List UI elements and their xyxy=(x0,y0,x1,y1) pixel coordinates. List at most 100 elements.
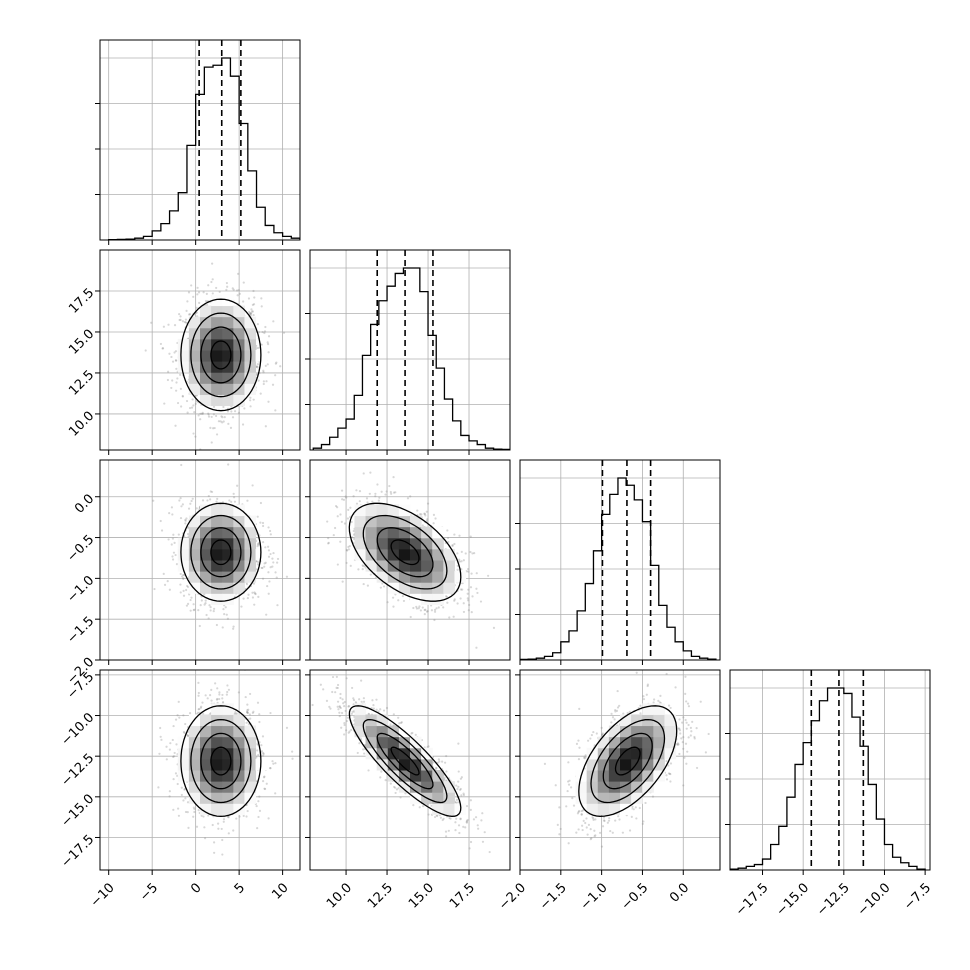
density-block xyxy=(188,571,201,583)
scatter-point xyxy=(184,318,188,321)
histogram-1 xyxy=(312,267,510,450)
density-block xyxy=(233,327,245,340)
scatter-point xyxy=(402,599,406,603)
scatter-point xyxy=(173,324,177,327)
scatter-point xyxy=(261,735,265,738)
scatter-point xyxy=(267,351,270,354)
scatter-point xyxy=(261,521,265,525)
scatter-point xyxy=(211,823,214,827)
scatter-point xyxy=(246,710,249,713)
scatter-point xyxy=(219,420,222,423)
scatter-point xyxy=(261,566,264,570)
contour-3 xyxy=(348,502,462,602)
scatter-point xyxy=(209,498,212,501)
scatter-point xyxy=(232,288,235,291)
density-block xyxy=(244,316,257,329)
density-block xyxy=(200,571,212,583)
y-tick-label: 0.0 xyxy=(72,491,97,516)
scatter-point xyxy=(187,291,191,294)
scatter-point xyxy=(276,561,279,564)
scatter-point xyxy=(189,609,192,612)
density-block xyxy=(200,515,212,528)
panel-0-0 xyxy=(95,39,301,245)
density-block xyxy=(211,504,223,517)
contour-1 xyxy=(200,527,242,578)
scatter-point xyxy=(229,426,233,429)
contour-1 xyxy=(376,527,434,578)
scatter-point xyxy=(199,412,202,415)
density-block xyxy=(211,593,223,605)
scatter-point xyxy=(224,606,227,609)
scatter-point xyxy=(469,586,473,589)
density-block xyxy=(188,316,201,329)
scatter-point xyxy=(467,599,470,602)
panel-plot-area xyxy=(100,250,300,450)
scatter-point xyxy=(269,566,272,569)
density-block xyxy=(200,350,212,362)
scatter-point xyxy=(471,552,474,555)
scatter-point xyxy=(221,853,224,856)
scatter-point xyxy=(186,801,190,804)
density-block xyxy=(200,327,212,340)
density-block xyxy=(233,560,245,572)
scatter-point xyxy=(260,297,263,300)
scatter-point xyxy=(210,441,213,444)
y-tick-label: 12.5 xyxy=(66,368,97,399)
scatter-point xyxy=(409,495,412,498)
scatter-point xyxy=(386,601,389,604)
scatter-point xyxy=(446,601,449,604)
scatter-point xyxy=(462,610,466,614)
scatter-point xyxy=(186,532,190,536)
scatter-point xyxy=(192,404,195,407)
scatter-point xyxy=(267,555,271,558)
scatter-point xyxy=(437,606,440,609)
scatter-point xyxy=(194,402,197,405)
scatter-point xyxy=(207,412,210,415)
scatter-point xyxy=(475,646,478,649)
scatter-point xyxy=(181,394,184,398)
scatter-point xyxy=(182,799,185,802)
scatter-point xyxy=(476,591,479,595)
scatter-point xyxy=(234,711,237,714)
scatter-point xyxy=(267,545,270,548)
scatter-point xyxy=(256,542,260,546)
scatter-point xyxy=(475,587,478,590)
scatter-point xyxy=(326,520,329,523)
scatter-point xyxy=(175,381,178,384)
scatter-point xyxy=(197,681,200,684)
panel-frame xyxy=(309,249,511,451)
scatter-point xyxy=(199,418,202,421)
scatter-point xyxy=(226,285,229,288)
scatter-point xyxy=(447,540,450,544)
scatter-point xyxy=(347,548,350,551)
density-block xyxy=(432,537,444,550)
scatter-point xyxy=(182,577,185,580)
density-block xyxy=(398,526,411,539)
density-block xyxy=(410,560,422,572)
scatter-point xyxy=(361,564,364,567)
scatter-point xyxy=(274,374,277,377)
scatter-point xyxy=(406,497,410,500)
scatter-point xyxy=(184,722,187,726)
scatter-point xyxy=(205,613,208,617)
scatter-point xyxy=(250,308,253,311)
scatter-point xyxy=(240,605,243,608)
density-block xyxy=(376,526,389,539)
scatter-point xyxy=(434,517,437,520)
scatter-point xyxy=(195,394,198,397)
scatter-point xyxy=(458,560,461,563)
scatter-point xyxy=(246,499,249,502)
density-block xyxy=(211,372,223,384)
density-block xyxy=(244,560,257,572)
scatter-point xyxy=(161,347,165,350)
scatter-point xyxy=(470,572,473,575)
scatter-point xyxy=(226,684,229,687)
scatter-point xyxy=(346,549,349,552)
scatter-point xyxy=(198,624,201,628)
panel-frame xyxy=(99,249,301,451)
density-block xyxy=(398,571,411,583)
scatter-point xyxy=(466,597,469,600)
scatter-point xyxy=(432,522,435,525)
scatter-point xyxy=(358,500,361,503)
scatter-point xyxy=(197,414,200,417)
